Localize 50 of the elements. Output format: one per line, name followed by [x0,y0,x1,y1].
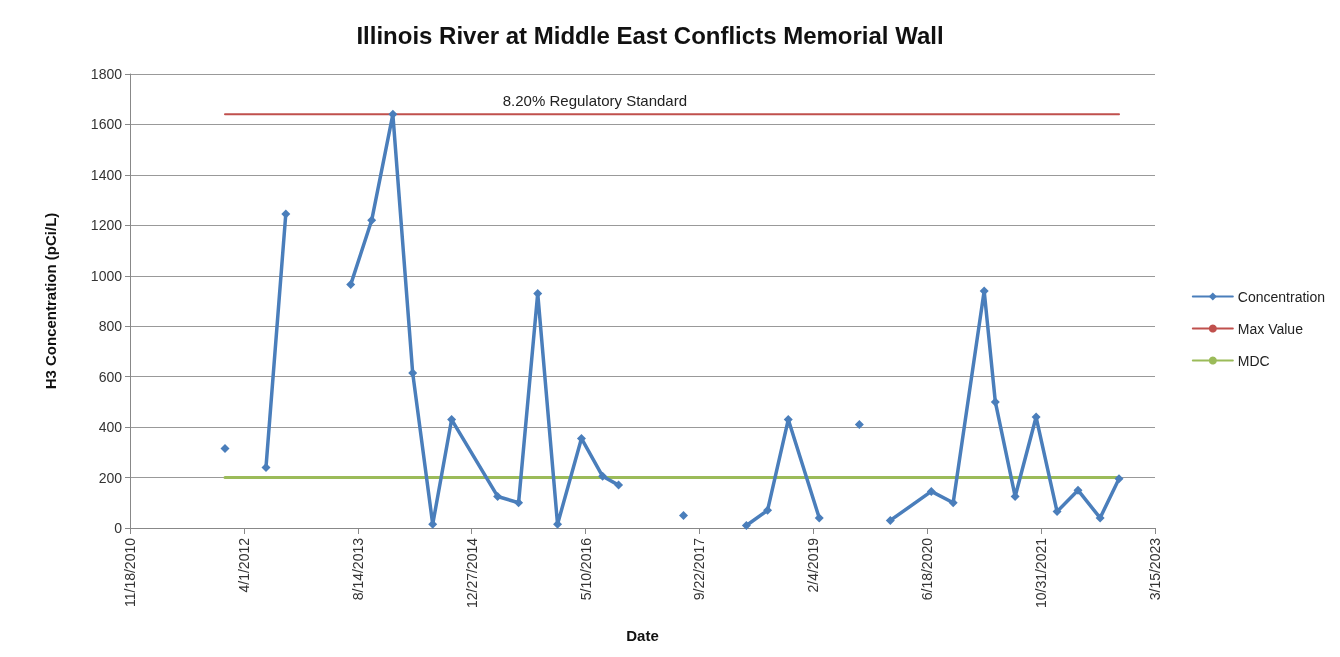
x-axis-title: Date [626,627,659,644]
x-tick-label: 11/18/2010 [122,537,138,608]
point [926,486,936,496]
y-tick-label: 0 [114,520,123,536]
point [614,480,624,490]
point [220,444,230,454]
point [741,520,751,530]
point [990,397,1000,407]
point [679,510,688,520]
y-tick-label: 1800 [90,66,123,82]
y-tick-label: 1400 [90,166,123,183]
point [948,498,958,508]
y-tick-label: 1200 [90,217,123,234]
point [1114,474,1124,484]
legend-label: Concentration [1237,288,1326,305]
point [346,280,356,290]
point [1073,485,1083,495]
point [514,498,524,508]
legend-label: MDC [1237,352,1270,369]
point [388,109,398,119]
x-tick-label: 12/27/2014 [463,537,480,609]
x-tick-label: 3/15/2023 [1147,537,1163,601]
x-tick-label: 2/4/2019 [805,537,822,593]
y-tick-label: 600 [98,368,123,385]
y-tick-label: 1600 [90,116,123,133]
y-tick-label: 1000 [90,267,123,284]
point [854,420,864,430]
x-tick-label: 10/31/2021 [1033,537,1050,609]
x-tick-label: 6/18/2020 [919,537,936,601]
point [598,471,608,481]
y-tick-label: 800 [98,318,123,335]
x-tick-label: 8/14/2013 [349,537,366,601]
annotation: 8.20% Regulatory Standard [502,92,688,110]
point [885,515,895,525]
point [281,209,291,219]
point [1052,507,1062,517]
point [493,491,503,501]
y-tick-label: 400 [98,419,123,436]
legend-label: Max Value [1237,320,1304,337]
y-tick-label: 200 [98,469,123,486]
chart-title: Illinois River at Middle East Conflicts Memorial Wall [356,21,944,49]
x-tick-label: 9/22/2017 [691,537,708,601]
point [367,215,377,225]
point [1095,513,1105,523]
x-tick-label: 4/1/2012 [235,537,252,593]
point [533,288,543,298]
x-tick-label: 5/10/2016 [577,537,594,601]
point [814,513,824,523]
y-axis-title: H3 Concentration (pCi/L) [42,212,59,390]
point [763,505,773,515]
